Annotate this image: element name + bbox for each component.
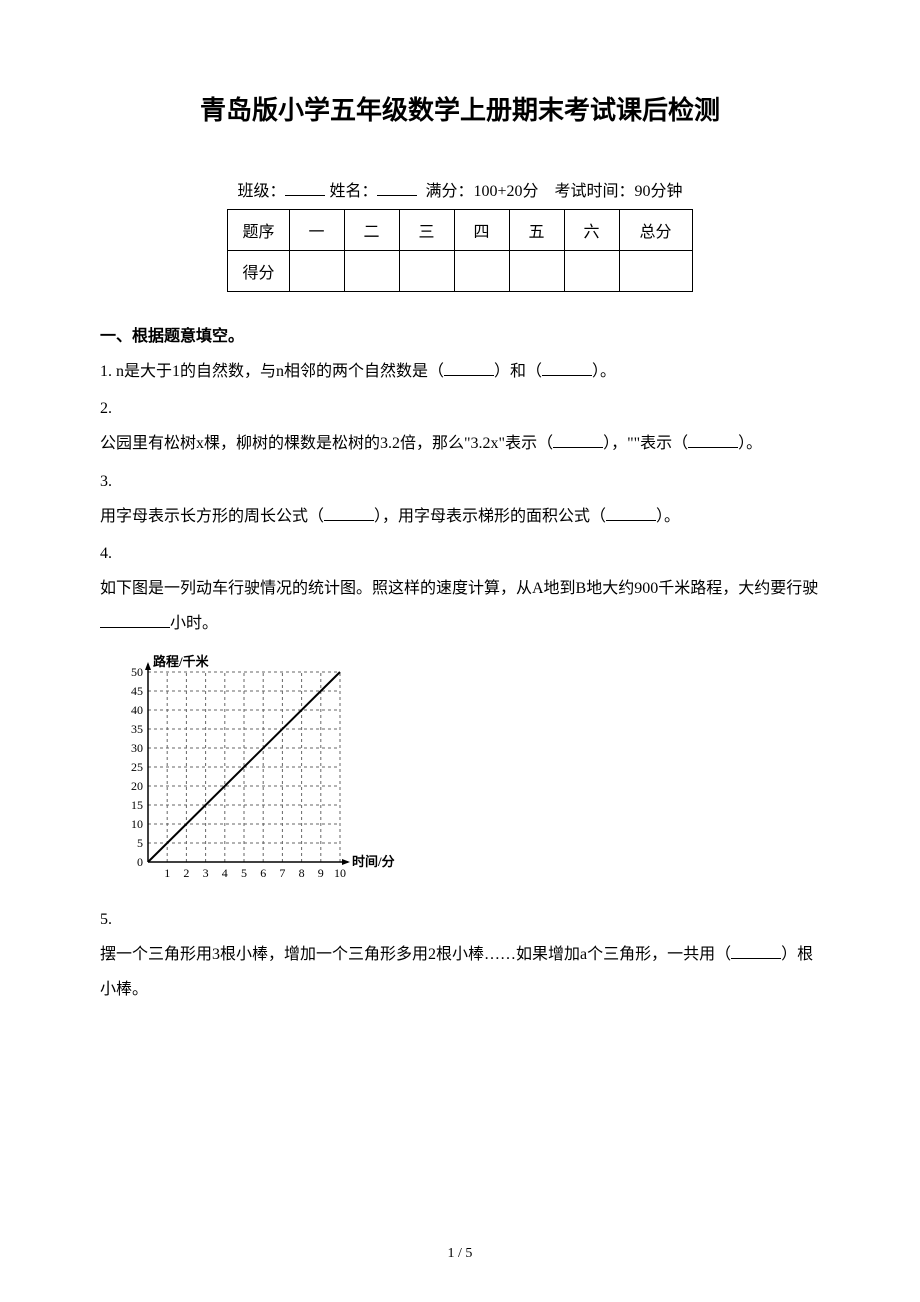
table-cell <box>454 251 509 292</box>
time-value: 90分钟 <box>635 183 683 200</box>
svg-text:35: 35 <box>131 722 143 736</box>
answer-blank <box>606 507 656 521</box>
answer-blank <box>324 507 374 521</box>
q-text: n是大于1的自然数，与n相邻的两个自然数是（ <box>116 363 444 380</box>
table-cell: 一 <box>289 210 344 251</box>
table-cell: 六 <box>564 210 619 251</box>
time-label: 考试时间： <box>555 183 635 200</box>
table-cell <box>289 251 344 292</box>
q-text: ），""表示（ <box>603 435 688 452</box>
answer-blank <box>688 434 738 448</box>
score-label: 满分： <box>425 183 473 200</box>
page-title: 青岛版小学五年级数学上册期末考试课后检测 <box>100 90 820 127</box>
svg-text:45: 45 <box>131 684 143 698</box>
svg-text:2: 2 <box>183 866 189 880</box>
page-number: 1 / 5 <box>0 1246 920 1262</box>
table-cell <box>399 251 454 292</box>
question-1: 1. n是大于1的自然数，与n相邻的两个自然数是（ ）和（ ）。 <box>100 354 820 389</box>
question-2: 2. 公园里有松树x棵，柳树的棵数是松树的3.2倍，那么"3.2x"表示（ ），"… <box>100 391 820 461</box>
exam-info: 班级： 姓名： 满分：100+20分 考试时间：90分钟 <box>100 177 820 201</box>
q-num: 1. <box>100 363 116 380</box>
answer-blank <box>542 362 592 376</box>
table-cell: 得分 <box>228 251 289 292</box>
q-text: ）。 <box>656 508 680 525</box>
q-text: 小时。 <box>170 615 218 632</box>
q-num: 2. <box>100 391 820 426</box>
svg-text:4: 4 <box>222 866 228 880</box>
question-4: 4. 如下图是一列动车行驶情况的统计图。照这样的速度计算，从A地到B地大约900… <box>100 536 820 642</box>
svg-text:10: 10 <box>131 817 143 831</box>
question-5: 5. 摆一个三角形用3根小棒，增加一个三角形多用2根小棒……如果增加a个三角形，… <box>100 902 820 1008</box>
svg-text:10: 10 <box>334 866 346 880</box>
table-cell <box>344 251 399 292</box>
svg-text:5: 5 <box>137 836 143 850</box>
q-num: 4. <box>100 536 820 571</box>
question-3: 3. 用字母表示长方形的周长公式（ ），用字母表示梯形的面积公式（ ）。 <box>100 464 820 534</box>
table-cell <box>619 251 692 292</box>
score-value: 100+20分 <box>473 183 538 200</box>
svg-text:路程/千米: 路程/千米 <box>153 654 210 669</box>
svg-text:20: 20 <box>131 779 143 793</box>
table-cell <box>509 251 564 292</box>
svg-text:15: 15 <box>131 798 143 812</box>
class-blank <box>285 180 325 196</box>
q-num: 3. <box>100 464 820 499</box>
table-cell: 五 <box>509 210 564 251</box>
q-text: ）。 <box>592 363 616 380</box>
table-cell: 二 <box>344 210 399 251</box>
q-text: 摆一个三角形用3根小棒，增加一个三角形多用2根小棒……如果增加a个三角形，一共用… <box>100 946 731 963</box>
q-text: ）和（ <box>494 363 542 380</box>
q-num: 5. <box>100 902 820 937</box>
svg-text:25: 25 <box>131 760 143 774</box>
q-text: 公园里有松树x棵，柳树的棵数是松树的3.2倍，那么"3.2x"表示（ <box>100 435 553 452</box>
table-row: 得分 <box>228 251 692 292</box>
svg-text:6: 6 <box>260 866 266 880</box>
table-cell: 三 <box>399 210 454 251</box>
name-label: 姓名： <box>329 183 377 200</box>
svg-text:0: 0 <box>137 855 143 869</box>
table-row: 题序 一 二 三 四 五 六 总分 <box>228 210 692 251</box>
svg-text:时间/分: 时间/分 <box>352 854 395 869</box>
q-text: 用字母表示长方形的周长公式（ <box>100 508 324 525</box>
line-chart: 0510152025303540455012345678910路程/千米时间/分 <box>110 652 820 892</box>
table-cell <box>564 251 619 292</box>
svg-text:40: 40 <box>131 703 143 717</box>
answer-blank <box>100 614 170 628</box>
svg-text:3: 3 <box>203 866 209 880</box>
svg-text:5: 5 <box>241 866 247 880</box>
svg-text:50: 50 <box>131 665 143 679</box>
answer-blank <box>731 945 781 959</box>
chart-svg: 0510152025303540455012345678910路程/千米时间/分 <box>110 652 400 887</box>
q-text: ）。 <box>738 435 762 452</box>
svg-text:7: 7 <box>279 866 285 880</box>
table-cell: 题序 <box>228 210 289 251</box>
table-cell: 总分 <box>619 210 692 251</box>
svg-text:8: 8 <box>299 866 305 880</box>
score-table: 题序 一 二 三 四 五 六 总分 得分 <box>227 209 692 292</box>
name-blank <box>377 180 417 196</box>
q-text: ），用字母表示梯形的面积公式（ <box>374 508 606 525</box>
svg-text:9: 9 <box>318 866 324 880</box>
q-text: 如下图是一列动车行驶情况的统计图。照这样的速度计算，从A地到B地大约900千米路… <box>100 580 818 597</box>
table-cell: 四 <box>454 210 509 251</box>
answer-blank <box>444 362 494 376</box>
class-label: 班级： <box>237 183 285 200</box>
svg-text:1: 1 <box>164 866 170 880</box>
svg-text:30: 30 <box>131 741 143 755</box>
answer-blank <box>553 434 603 448</box>
section-heading: 一、根据题意填空。 <box>100 322 820 346</box>
